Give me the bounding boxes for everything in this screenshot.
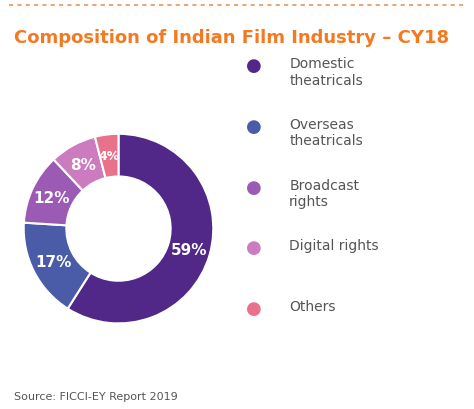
Text: Composition of Indian Film Industry – CY18: Composition of Indian Film Industry – CY… bbox=[14, 29, 449, 47]
Text: 59%: 59% bbox=[171, 242, 207, 257]
Text: Digital rights: Digital rights bbox=[289, 239, 379, 253]
Text: 17%: 17% bbox=[35, 255, 71, 270]
Wedge shape bbox=[54, 137, 106, 191]
Wedge shape bbox=[68, 135, 213, 324]
Text: Overseas
theatricals: Overseas theatricals bbox=[289, 118, 363, 148]
Text: Domestic
theatricals: Domestic theatricals bbox=[289, 57, 363, 88]
Text: Broadcast
rights: Broadcast rights bbox=[289, 178, 359, 209]
Text: ●: ● bbox=[246, 57, 262, 75]
Wedge shape bbox=[24, 160, 83, 226]
Text: 4%: 4% bbox=[99, 150, 120, 163]
Text: 12%: 12% bbox=[34, 190, 70, 205]
Text: ●: ● bbox=[246, 178, 262, 196]
Text: ●: ● bbox=[246, 239, 262, 257]
Text: Others: Others bbox=[289, 299, 336, 313]
Text: ●: ● bbox=[246, 118, 262, 136]
Wedge shape bbox=[24, 223, 91, 309]
Text: 8%: 8% bbox=[70, 157, 96, 172]
Wedge shape bbox=[95, 135, 118, 179]
Text: ●: ● bbox=[246, 299, 262, 317]
Text: Source: FICCI-EY Report 2019: Source: FICCI-EY Report 2019 bbox=[14, 391, 178, 401]
